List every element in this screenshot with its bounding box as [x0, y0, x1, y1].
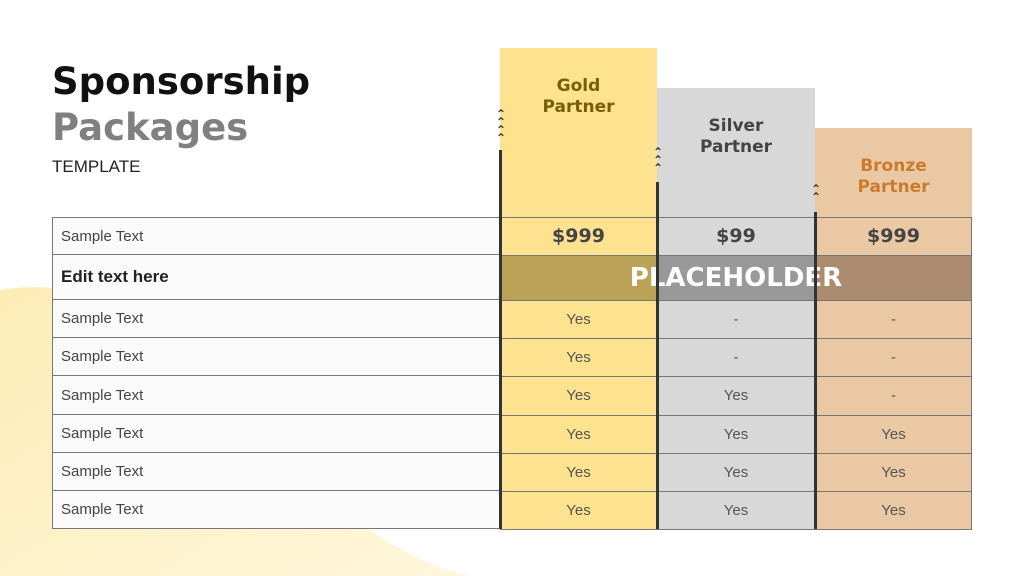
value-cell: -: [891, 310, 896, 328]
row-divider: [500, 415, 972, 416]
chevron-up-icon: ⌃ ⌃ ⌃: [652, 145, 664, 175]
row-divider: [500, 376, 972, 377]
value-cell: Yes: [566, 463, 591, 481]
value-cell: Yes: [566, 501, 591, 519]
column-header-1: Silver Partner: [657, 88, 815, 529]
subtitle: TEMPLATE: [52, 157, 141, 176]
value-cell: Yes: [723, 387, 749, 404]
row-label: Sample Text: [52, 415, 500, 453]
row-divider: [500, 300, 972, 301]
band-text: PLACEHOLDER: [629, 262, 843, 293]
value-cell: Yes: [566, 310, 591, 328]
row-label: Sample Text: [52, 300, 500, 338]
value-cell: -: [733, 348, 739, 366]
row-label: Sample Text: [52, 491, 500, 529]
row-divider: [500, 491, 972, 492]
row-label: Sample Text: [52, 453, 500, 491]
chevron-up-icon: ⌃ ⌃ ⌃ ⌃: [495, 107, 507, 145]
tier-line: [499, 150, 502, 529]
value-cell: Yes: [723, 501, 749, 519]
value-cell: -: [733, 310, 739, 328]
value-cell: Yes: [566, 387, 591, 404]
row-label-band: Edit text here: [52, 255, 500, 300]
row-divider: [500, 453, 972, 454]
band-overlay: [657, 255, 815, 300]
table-right-border: [971, 217, 972, 529]
value-cell: Yes: [566, 348, 591, 366]
row-divider: [500, 529, 972, 530]
value-cell: Yes: [566, 425, 591, 443]
title-line-2: Packages: [52, 106, 249, 149]
row-divider: [500, 255, 972, 256]
column-header-2: Bronze Partner: [815, 128, 972, 529]
value-cell: Yes: [881, 463, 906, 481]
band-overlay: [815, 255, 972, 300]
value-cell: Yes: [881, 425, 906, 443]
value-cell: Yes: [723, 463, 749, 481]
row-divider: [500, 338, 972, 339]
title-line-1: Sponsorship: [52, 60, 311, 103]
chevron-up-icon: ⌃ ⌃: [810, 182, 822, 204]
value-cell: Yes: [881, 501, 906, 519]
tier-line: [656, 182, 659, 529]
row-label-price: Sample Text: [52, 217, 500, 255]
price-cell: $999: [867, 225, 920, 247]
row-divider: [500, 217, 972, 218]
tier-line: [814, 212, 817, 529]
value-cell: Yes: [723, 425, 749, 443]
row-label: Sample Text: [52, 338, 500, 376]
row-label: Sample Text: [52, 376, 500, 415]
value-cell: -: [891, 348, 896, 366]
band-overlay: [500, 255, 657, 300]
price-cell: $999: [552, 225, 605, 247]
value-cell: -: [891, 387, 896, 404]
price-cell: $99: [716, 225, 756, 247]
